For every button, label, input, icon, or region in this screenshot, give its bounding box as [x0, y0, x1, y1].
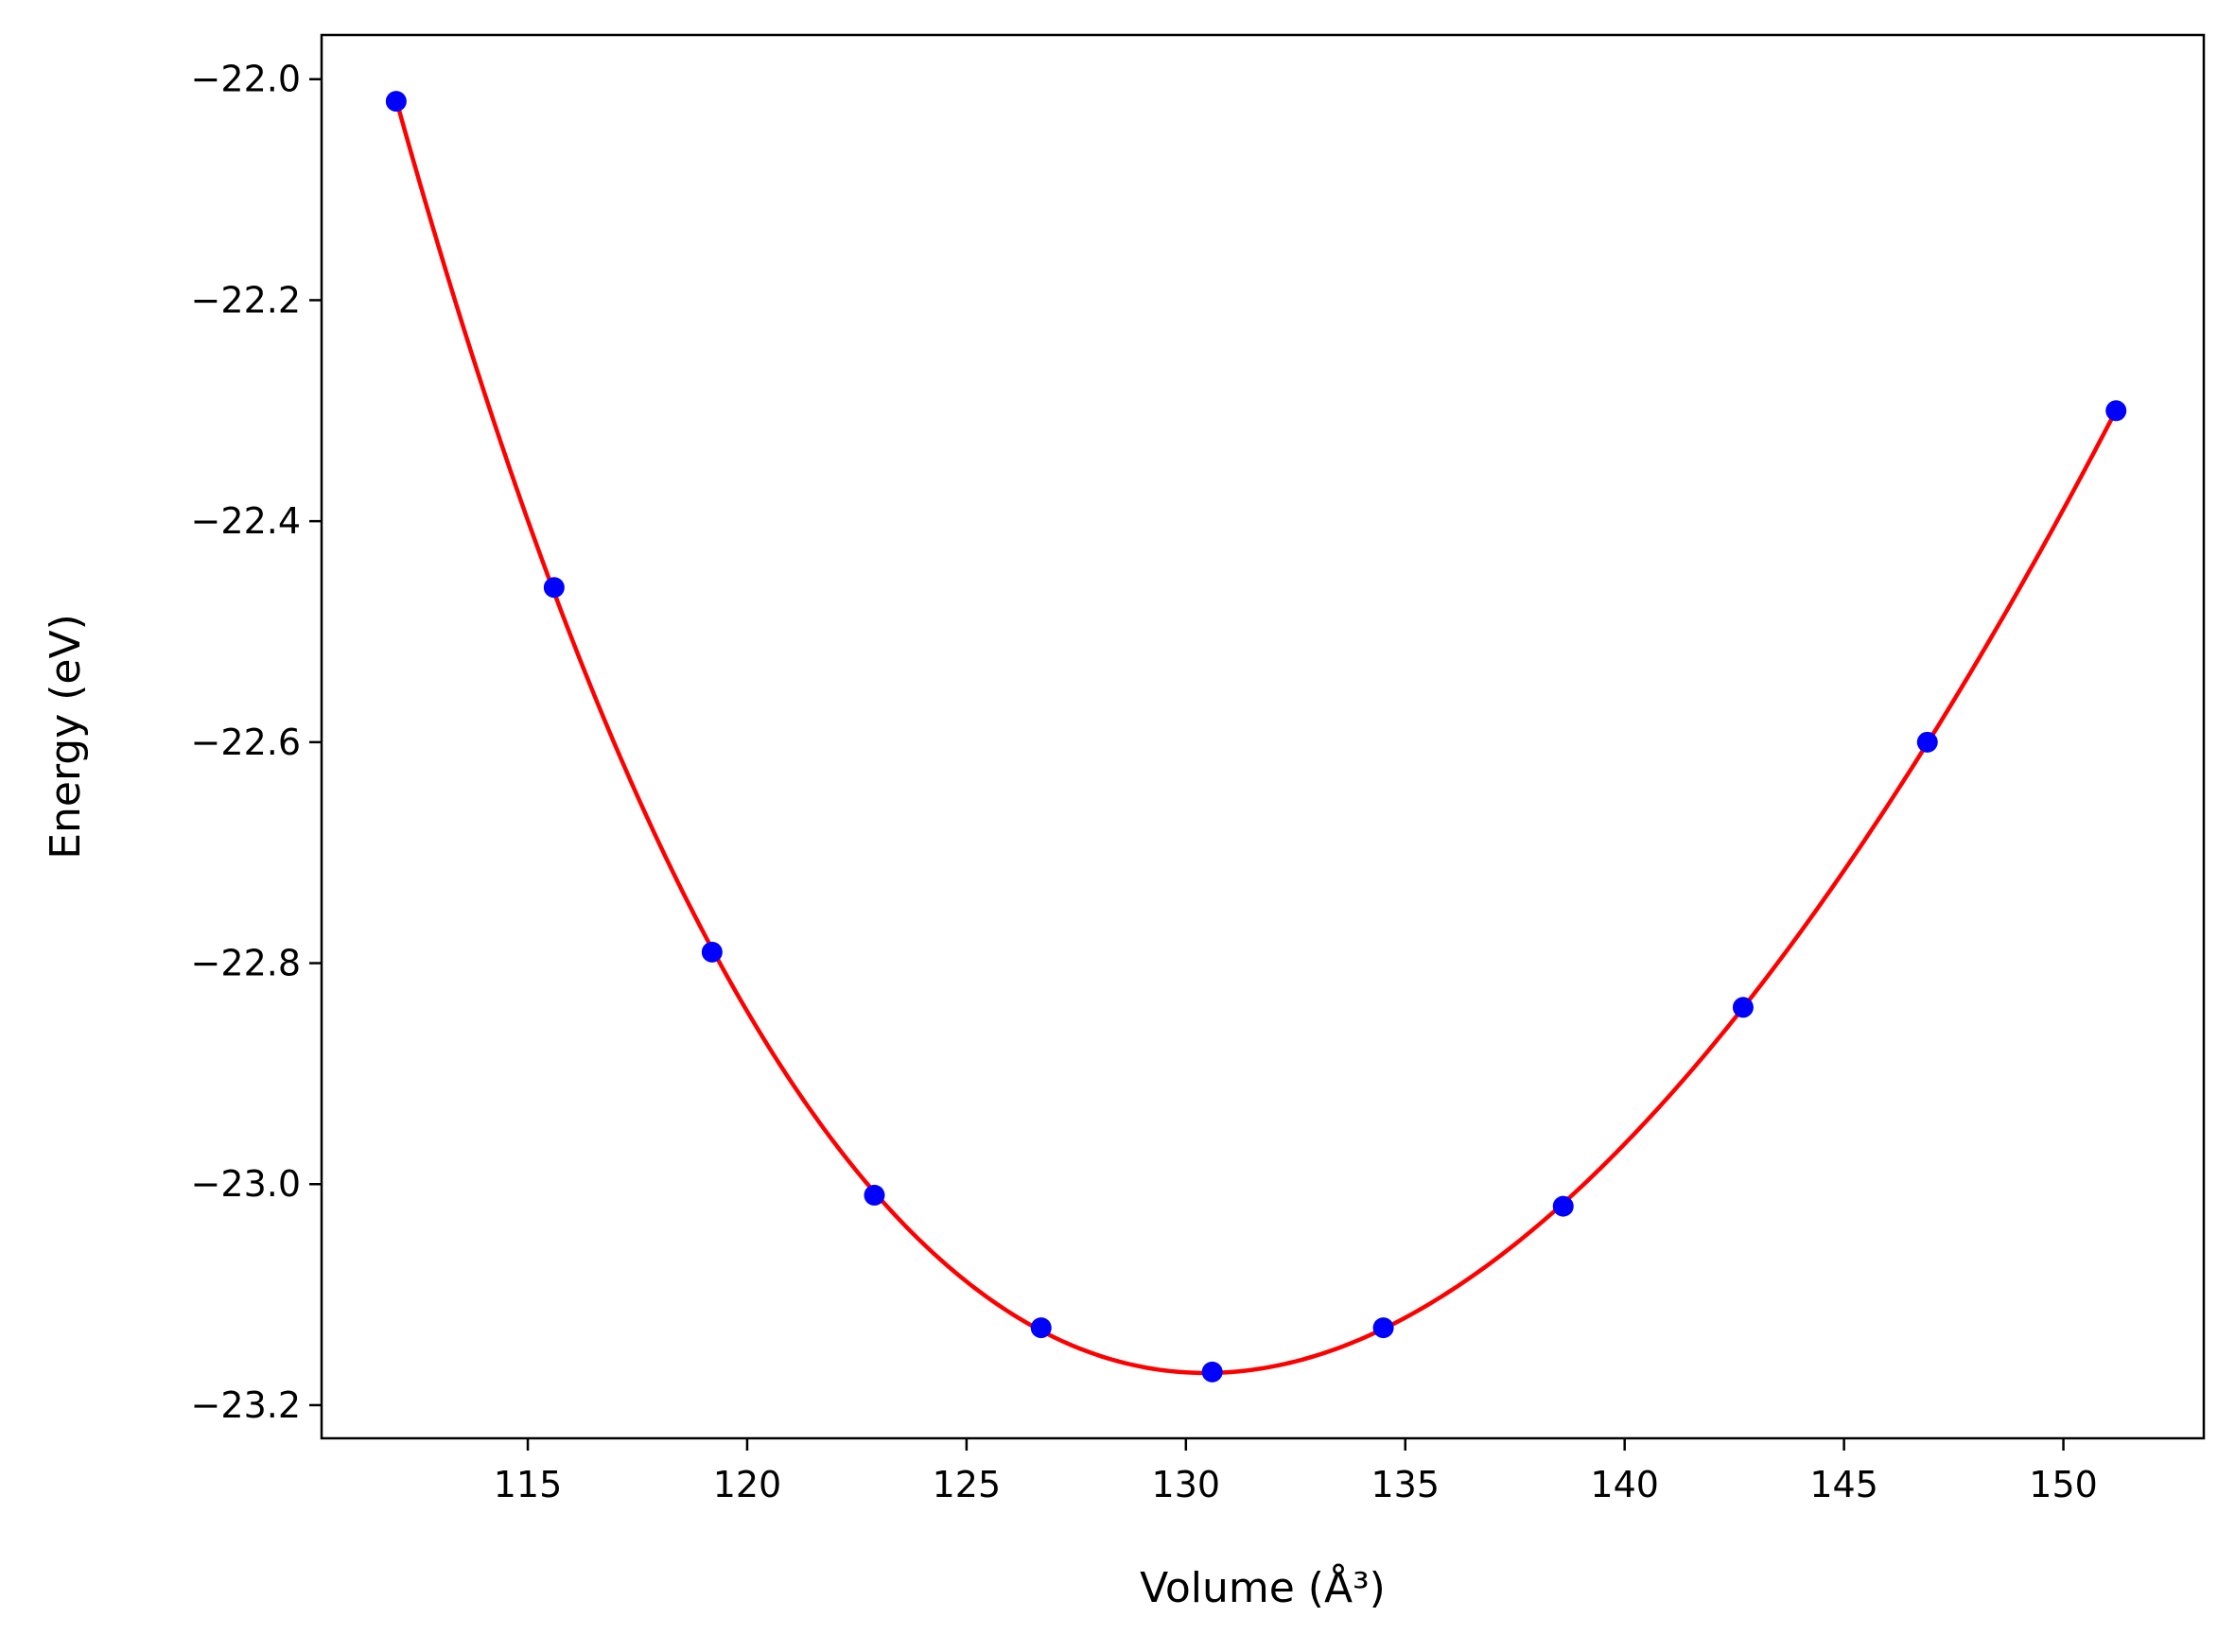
y-tick-label: −22.8 [191, 943, 301, 984]
y-axis-label: Energy (eV) [42, 614, 90, 860]
data-point [1916, 731, 1938, 753]
data-point [2105, 400, 2127, 422]
x-tick-label: 125 [933, 1464, 1002, 1505]
x-tick-label: 135 [1371, 1464, 1440, 1505]
x-tick-label: 115 [494, 1464, 563, 1505]
data-point [701, 941, 723, 963]
y-tick-label: −22.2 [191, 279, 301, 321]
plot-frame [320, 33, 2206, 1440]
plot-area [385, 91, 2127, 1382]
x-axis-label: Volume (Å³) [1140, 1562, 1386, 1612]
y-tick-label: −23.0 [191, 1163, 301, 1205]
data-point [864, 1184, 885, 1206]
y-tick-label: −22.0 [191, 59, 301, 100]
data-point [1030, 1317, 1052, 1339]
data-point [1372, 1317, 1394, 1339]
data-point [385, 91, 407, 113]
x-tick-label: 145 [1809, 1464, 1878, 1505]
data-point [543, 577, 565, 599]
y-tick-label: −22.6 [191, 722, 301, 763]
data-point [1552, 1195, 1574, 1217]
data-point [1732, 997, 1754, 1018]
fit-curve [393, 98, 2119, 1376]
y-axis: −22.0 −22.2 −22.4 −22.6 −22.8 −23.0 −23.2 [191, 59, 322, 1426]
x-tick-label: 150 [2029, 1464, 2098, 1505]
x-tick-label: 140 [1590, 1464, 1659, 1505]
x-tick-label: 120 [713, 1464, 782, 1505]
y-tick-label: −22.4 [191, 500, 301, 542]
x-tick-label: 130 [1152, 1464, 1221, 1505]
y-tick-label: −23.2 [191, 1384, 301, 1426]
data-point [1201, 1361, 1223, 1382]
x-axis: 115 120 125 130 135 140 145 150 [494, 1438, 2098, 1505]
